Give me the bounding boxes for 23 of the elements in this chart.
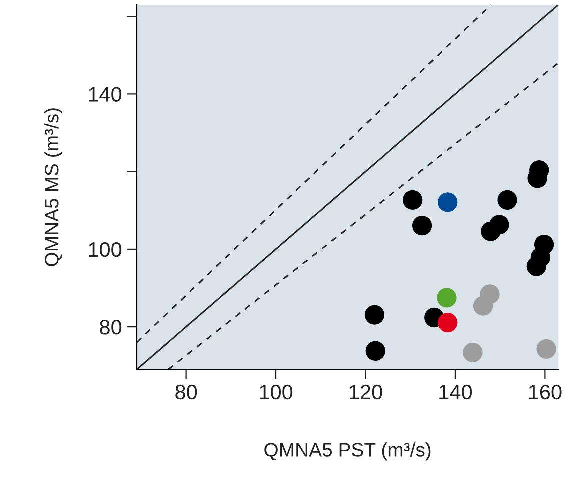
x-tick-label: 160 [529,384,562,400]
point [526,256,546,276]
point [364,305,385,325]
point [481,222,501,242]
point [403,190,423,210]
point [498,190,518,210]
y-tick-label: 140 [89,87,122,102]
point [366,341,386,361]
x-tick-label: 140 [440,384,472,400]
point [437,288,457,308]
x-tick-label: 80 [176,384,198,400]
x-axis-title: QMNA5 PST (m³/s) [264,442,431,461]
y-axis-title: QMNA5 MS (m³/s) [44,108,63,266]
point [412,216,432,236]
y-tick-label: 100 [89,242,122,258]
y-tick-label: 80 [100,320,122,335]
point [438,312,458,333]
point [463,342,483,362]
x-tick-label: 100 [260,384,293,400]
point [536,339,556,359]
x-tick-label: 120 [350,384,382,400]
point [473,296,494,316]
point [438,192,458,212]
